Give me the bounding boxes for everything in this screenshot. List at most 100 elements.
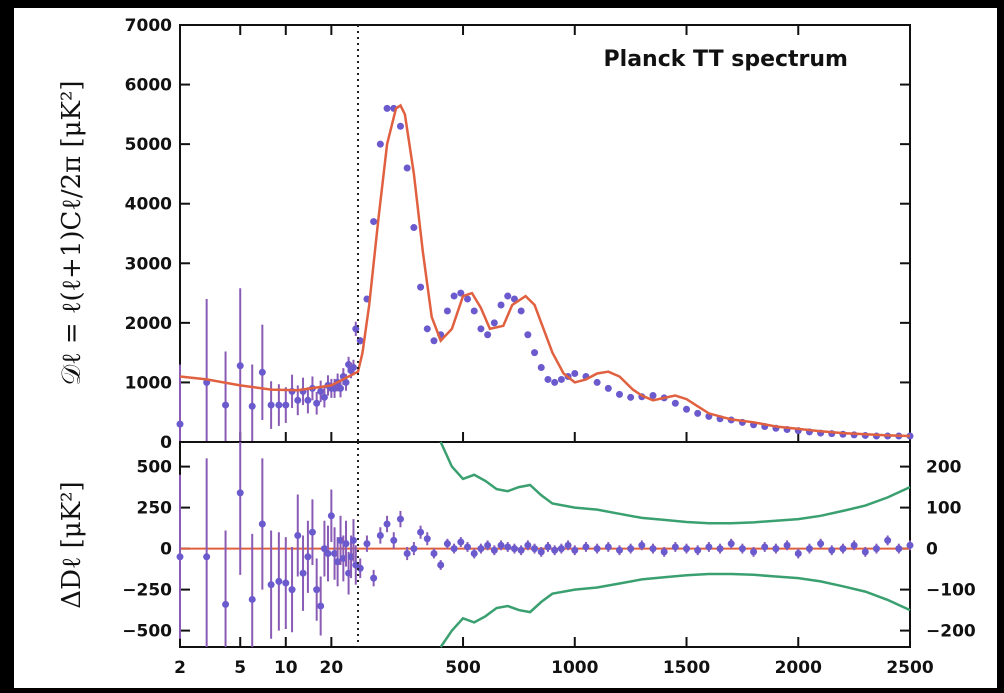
top-data-point xyxy=(403,164,411,172)
bottom-data-point xyxy=(222,600,230,608)
bottom-data-point xyxy=(308,528,316,536)
top-data-point xyxy=(337,384,345,392)
bottom-data-point xyxy=(738,545,746,553)
bottom-data-point xyxy=(638,541,646,549)
bottom-data-point xyxy=(895,545,903,553)
x-tick-label: 1000 xyxy=(551,658,598,678)
bottom-data-point xyxy=(203,553,211,561)
bottom-data-point xyxy=(176,553,184,561)
bottom-data-point xyxy=(627,545,635,553)
bottom-data-point xyxy=(275,577,283,585)
top-data-point xyxy=(544,375,552,383)
top-y-axis-label: 𝒟ℓ = ℓ(ℓ+1)Cℓ/2π [μK²] xyxy=(57,80,87,385)
bottom-data-point xyxy=(564,541,572,549)
bottom-left-y-tick-label: −500 xyxy=(122,622,172,642)
top-data-point xyxy=(470,307,478,315)
bottom-data-point xyxy=(557,545,565,553)
bottom-data-point xyxy=(258,520,266,528)
bottom-data-point xyxy=(582,543,590,551)
top-data-point xyxy=(497,301,505,309)
x-tick-label: 5 xyxy=(234,658,246,678)
bottom-data-point xyxy=(437,561,445,569)
bottom-data-point xyxy=(317,602,325,610)
top-data-point xyxy=(294,396,302,404)
bottom-panel: ΔDℓ [μK²] −500 −250 0 250 500 −200 −100 0 100 20… xyxy=(57,441,976,678)
bottom-data-point xyxy=(236,489,244,497)
top-data-point xyxy=(267,401,275,409)
top-data-point xyxy=(649,392,657,400)
bottom-data-point xyxy=(649,545,657,553)
top-data-point xyxy=(517,307,525,315)
top-data-point xyxy=(248,402,256,410)
top-data-point xyxy=(490,319,498,327)
bottom-data-point xyxy=(457,538,465,546)
x-tick-label: 500 xyxy=(445,658,481,678)
bottom-data-point xyxy=(349,536,357,544)
top-y-tick-label: 1000 xyxy=(125,373,172,393)
bottom-data-point xyxy=(363,540,371,548)
bottom-data-point xyxy=(531,545,539,553)
bottom-data-point xyxy=(299,569,307,577)
top-y-tick-label: 4000 xyxy=(125,195,172,215)
top-y-tick-label: 0 xyxy=(160,433,172,453)
bottom-data-point xyxy=(817,540,825,548)
top-data-point xyxy=(604,384,612,392)
figure-background xyxy=(14,8,997,688)
top-data-point xyxy=(317,387,325,395)
bottom-data-point xyxy=(390,536,398,544)
top-data-point xyxy=(383,104,391,112)
bottom-data-point xyxy=(750,548,758,556)
bottom-data-point xyxy=(861,548,869,556)
bottom-data-point xyxy=(450,545,458,553)
bottom-left-y-tick-label: 500 xyxy=(137,458,173,478)
top-data-point xyxy=(551,378,559,386)
bottom-data-point xyxy=(356,564,364,572)
bottom-data-point xyxy=(828,546,836,554)
bottom-data-point xyxy=(872,545,880,553)
top-data-point xyxy=(258,368,266,376)
bottom-data-point xyxy=(403,550,411,558)
bottom-data-point xyxy=(794,550,802,558)
bottom-data-point xyxy=(324,550,332,558)
top-data-point xyxy=(615,390,623,398)
bottom-data-point xyxy=(517,546,525,554)
top-data-point xyxy=(417,283,425,291)
bottom-data-point xyxy=(705,543,713,551)
bottom-data-point xyxy=(694,546,702,554)
bottom-data-point xyxy=(304,553,312,561)
top-y-tick-label: 3000 xyxy=(125,254,172,274)
x-tick-label: 2 xyxy=(174,658,186,678)
bottom-residual-points xyxy=(176,442,914,647)
bottom-left-y-tick-label: −250 xyxy=(122,581,172,601)
bottom-data-point xyxy=(327,512,335,520)
top-data-point xyxy=(352,325,360,333)
top-y-ticks: 0 1000 2000 3000 4000 5000 6000 7000 xyxy=(125,16,910,453)
top-y-tick-label: 5000 xyxy=(125,135,172,155)
top-data-point xyxy=(557,375,565,383)
bottom-data-point xyxy=(615,546,623,554)
top-data-point xyxy=(477,325,485,333)
bottom-data-point xyxy=(660,548,668,556)
bottom-left-y-tick-label: 250 xyxy=(137,499,173,519)
bottom-data-point xyxy=(470,550,478,558)
bottom-data-point xyxy=(396,515,404,523)
bottom-right-y-tick-label: 200 xyxy=(926,458,962,478)
bottom-data-point xyxy=(288,586,296,594)
bottom-data-point xyxy=(313,586,321,594)
bottom-right-y-ticks: −200 −100 0 100 200 xyxy=(900,458,976,642)
x-tick-label: 20 xyxy=(320,658,344,678)
bottom-data-point xyxy=(683,545,691,553)
top-data-point xyxy=(410,224,418,232)
bottom-right-y-tick-label: 100 xyxy=(926,499,962,519)
bottom-data-point xyxy=(464,543,472,551)
bottom-x-ticks: 2 5 10 20 500 1000 1500 2000 2500 xyxy=(174,637,934,678)
bottom-data-point xyxy=(248,595,256,603)
top-data-point xyxy=(537,364,545,372)
bottom-data-point xyxy=(334,558,342,566)
top-data-point xyxy=(671,399,679,407)
bottom-data-point xyxy=(423,535,431,543)
bottom-data-point xyxy=(884,536,892,544)
envelope-lower-curve xyxy=(439,572,911,648)
bottom-data-point xyxy=(671,543,679,551)
